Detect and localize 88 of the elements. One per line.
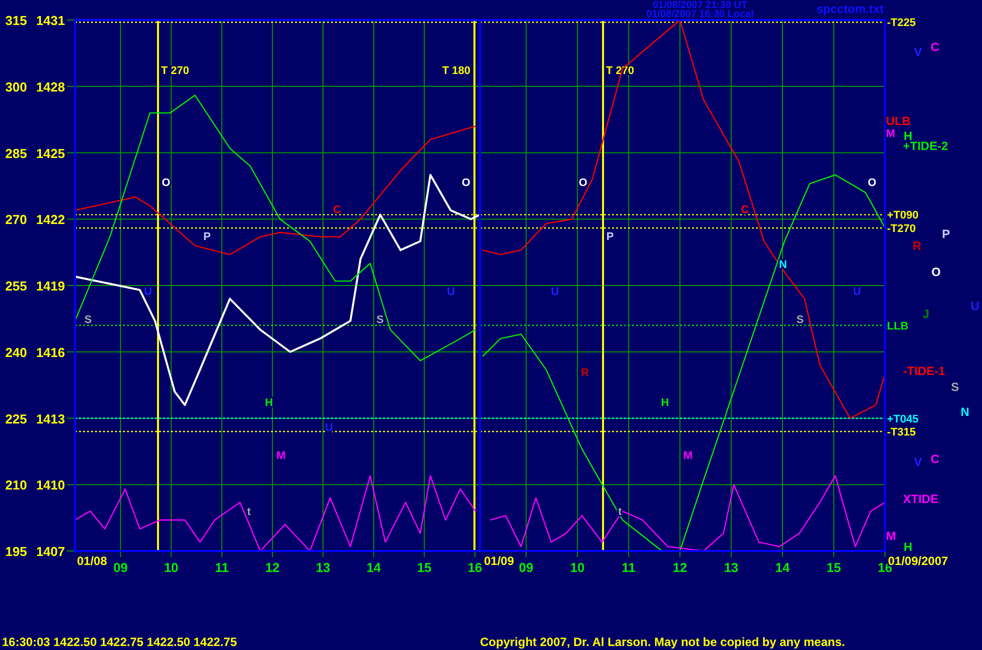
series-label: -TIDE-1 xyxy=(903,364,946,378)
line-series xyxy=(74,126,476,256)
text: ULB xyxy=(886,114,911,128)
annotation: O xyxy=(578,177,588,189)
x-tick-label: 12 xyxy=(265,560,280,575)
annotation: t xyxy=(247,506,252,518)
annotation: U xyxy=(325,422,334,434)
ref-line-label: -T315 xyxy=(887,426,916,439)
annotation: O xyxy=(162,177,171,189)
y2-tick-label: 1407 xyxy=(36,544,65,559)
annotation: P xyxy=(203,231,211,243)
y-tick-label: 240 xyxy=(5,344,27,360)
annotation: P xyxy=(606,231,614,243)
y-tick-label: 255 xyxy=(5,278,27,294)
annotation: U xyxy=(853,286,862,298)
x-tick-label: 11 xyxy=(214,560,229,575)
y-tick-label: 300 xyxy=(5,79,27,94)
text: spcctom.txt xyxy=(816,2,884,16)
text: J xyxy=(922,307,930,321)
y-tick-label: 225 xyxy=(5,411,27,426)
annotation: S xyxy=(376,314,384,326)
text: N xyxy=(960,405,970,419)
ref-line-label: T 180 xyxy=(442,65,470,77)
annotation: U xyxy=(551,286,560,298)
ref-line-label: -T270 xyxy=(887,222,916,235)
text: 01/08/2007 21:30 UT xyxy=(652,0,748,11)
text: S xyxy=(950,380,960,394)
y2-tick-label: 1428 xyxy=(36,79,65,94)
y2-tick-label: 1431 xyxy=(36,13,65,28)
text: V xyxy=(914,455,922,469)
y2-tick-label: 1422 xyxy=(36,212,65,228)
line-series xyxy=(74,94,476,362)
y2-tick-label: 1425 xyxy=(36,146,65,161)
annotation: 01/08/2007 16:30 Local xyxy=(646,9,754,20)
annotation: M xyxy=(683,450,693,462)
annotation: M xyxy=(276,450,286,462)
x-tick-label: 15 xyxy=(826,560,841,575)
x-tick-label: 16 xyxy=(468,560,482,575)
series-label: XTIDE xyxy=(903,492,938,506)
x-tick-label: 10 xyxy=(164,560,178,575)
text: 01/09 xyxy=(484,554,514,568)
x-tick-label: 14 xyxy=(775,560,790,575)
x-tick-label: 14 xyxy=(366,560,382,575)
x-tick-label: 13 xyxy=(724,560,738,575)
y2-tick-label: 1413 xyxy=(36,411,65,426)
ref-line-label: -T225 xyxy=(887,17,916,30)
y-tick-label: 210 xyxy=(5,478,27,493)
text: H xyxy=(904,540,912,554)
ref-line-label: +T045 xyxy=(887,413,918,426)
annotation: R xyxy=(581,367,590,379)
y-tick-label: 315 xyxy=(5,13,27,28)
text: Copyright 2007, Dr. Al Larson. May not be copied by any means. xyxy=(480,635,845,649)
text: R xyxy=(912,239,922,253)
text: V xyxy=(914,45,922,59)
y2-tick-label: 1416 xyxy=(36,344,65,360)
annotation: U xyxy=(447,286,456,298)
text: 16:30:03 1422.50 1422.75 1422.50 1422.75 xyxy=(2,635,238,649)
text: O xyxy=(931,265,941,279)
x-tick-label: 09 xyxy=(113,560,128,575)
annotation: U xyxy=(144,286,152,298)
text: C xyxy=(930,40,940,54)
x-tick-label: 15 xyxy=(417,560,432,575)
annotation: C xyxy=(333,204,342,216)
y-tick-label: 285 xyxy=(5,146,27,161)
annotation: C xyxy=(741,204,750,216)
y2-tick-label: 1419 xyxy=(36,278,65,294)
text: M xyxy=(886,128,896,140)
text: M xyxy=(886,529,896,543)
x-tick-label: 12 xyxy=(672,560,688,575)
annotation: O xyxy=(462,177,471,189)
annotation: H xyxy=(661,397,670,409)
ref-line-label: LLB xyxy=(887,320,908,332)
text: U xyxy=(970,299,980,313)
y-tick-label: 195 xyxy=(5,544,27,559)
x-tick-label: 13 xyxy=(316,560,330,575)
ref-line-label: +T090 xyxy=(887,210,918,222)
annotation: S xyxy=(796,314,804,326)
text: 01/08 xyxy=(77,554,108,568)
text: C xyxy=(930,452,940,466)
x-tick-label: 10 xyxy=(570,560,585,575)
text: P xyxy=(942,227,950,241)
annotation: O xyxy=(868,177,877,189)
x-tick-label: 11 xyxy=(622,560,636,575)
line-series xyxy=(74,475,476,552)
y2-tick-label: 1410 xyxy=(36,478,65,493)
y-tick-label: 270 xyxy=(5,212,27,228)
annotation: S xyxy=(84,314,92,326)
x-tick-label: 09 xyxy=(518,560,534,575)
